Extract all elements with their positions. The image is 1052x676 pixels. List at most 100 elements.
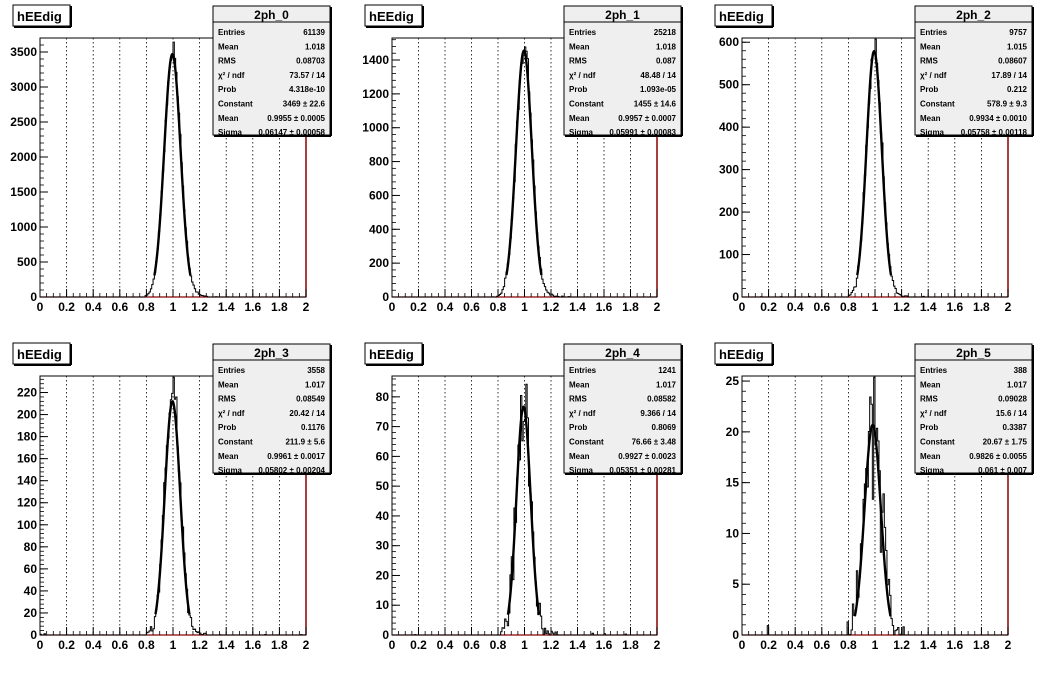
histogram-title: hEEdig (719, 347, 764, 362)
stats-label-sigma: Sigma (218, 128, 243, 137)
y-tick-label: 400 (369, 222, 389, 236)
x-tick-label: 0.4 (787, 638, 804, 652)
histogram-bars (392, 46, 657, 298)
stats-label-rms: RMS (218, 395, 236, 404)
x-tick-label: 1.6 (596, 300, 613, 314)
stats-label-sigma: Sigma (920, 466, 945, 475)
stats-box-frame (563, 343, 682, 474)
x-tick-label: 0.8 (490, 300, 507, 314)
y-tick-label: 180 (17, 430, 37, 444)
y-tick-label: 10 (376, 598, 390, 612)
stats-label-fit_mean: Mean (920, 452, 941, 461)
stats-value-constant: 211.9 ± 5.6 (285, 438, 325, 447)
stats-value-constant: 3469 ± 22.6 (283, 100, 326, 109)
y-tick-label: 100 (17, 518, 37, 532)
stats-label-prob: Prob (218, 85, 236, 94)
stats-label-mean: Mean (920, 380, 941, 389)
x-tick-label: 0.2 (760, 638, 777, 652)
stats-label-chi2: χ² / ndf (218, 409, 245, 418)
stats-box: 2ph_4 Entries 1241 Mean 1.017 RMS 0.08582 χ² / … (563, 343, 683, 475)
stats-label-fit_mean: Mean (920, 114, 941, 123)
x-tick-label: 0.2 (58, 638, 75, 652)
x-tick-label: 2 (1005, 638, 1012, 652)
y-tick-label: 500 (17, 255, 37, 269)
x-tick-label: 0.8 (490, 638, 507, 652)
stats-label-fit_mean: Mean (218, 114, 239, 123)
stats-box: 2ph_0 Entries 61139 Mean 1.018 RMS 0.08703 χ² /… (212, 5, 332, 137)
x-tick-label: 1.2 (543, 300, 560, 314)
x-tick-label: 1.8 (271, 300, 288, 314)
stats-label-sigma: Sigma (920, 128, 945, 137)
y-tick-label: 400 (719, 120, 739, 134)
histogram-title: hEEdig (369, 9, 414, 24)
stats-value-rms: 0.08607 (998, 57, 1027, 66)
stats-label-constant: Constant (569, 100, 604, 109)
stats-value-sigma: 0.061 ± 0.007 (978, 466, 1027, 475)
stats-value-sigma: 0.05991 ± 0.00083 (609, 128, 676, 137)
histogram-panel-2ph_4: 0 0.2 0.4 0.6 0.8 1 1.2 1.4 1.6 1.8 20102030405060… (364, 342, 683, 652)
y-tick-label: 20 (376, 568, 390, 582)
histogram-bars (742, 376, 1008, 636)
histogram-panel-2ph_3: 0 0.2 0.4 0.6 0.8 1 1.2 1.4 1.6 1.8 20204060801001… (12, 342, 332, 652)
y-tick-label: 0 (732, 628, 739, 642)
stats-value-chi2: 9.366 / 14 (640, 409, 676, 418)
stats-value-sigma: 0.05351 ± 0.00281 (609, 466, 676, 475)
stats-value-prob: 4.318e-10 (289, 85, 326, 94)
x-tick-label: 0 (389, 300, 396, 314)
stats-value-fit_mean: 0.9955 ± 0.0005 (267, 114, 325, 123)
stats-value-prob: 0.212 (1007, 85, 1028, 94)
stats-label-rms: RMS (218, 57, 236, 66)
y-tick-label: 0 (382, 290, 389, 304)
stats-value-rms: 0.08703 (296, 57, 325, 66)
stats-label-constant: Constant (920, 438, 955, 447)
y-tick-label: 3000 (10, 80, 37, 94)
stats-label-fit_mean: Mean (569, 452, 590, 461)
stats-value-constant: 578.9 ± 9.3 (987, 100, 1028, 109)
x-tick-label: 1 (170, 638, 177, 652)
x-tick-label: 0.6 (813, 638, 830, 652)
histogram-bars (39, 376, 306, 636)
stats-value-entries: 3558 (307, 366, 325, 375)
stats-value-rms: 0.09028 (998, 395, 1027, 404)
stats-box: 2ph_2 Entries 9757 Mean 1.015 RMS 0.08607 χ² / … (914, 5, 1034, 137)
x-tick-label: 0.6 (111, 638, 128, 652)
stats-label-mean: Mean (569, 42, 590, 51)
x-tick-label: 0.2 (58, 300, 75, 314)
gaussian-fit-curve (506, 405, 541, 615)
x-tick-label: 1.4 (920, 638, 937, 652)
stats-label-chi2: χ² / ndf (920, 409, 947, 418)
stats-value-fit_mean: 0.9961 ± 0.0017 (267, 452, 325, 461)
stats-label-prob: Prob (569, 423, 587, 432)
x-tick-label: 0.6 (111, 300, 128, 314)
x-tick-label: 1.2 (191, 638, 208, 652)
stats-label-rms: RMS (920, 57, 938, 66)
stats-value-mean: 1.018 (656, 42, 677, 51)
stats-name: 2ph_0 (254, 8, 289, 22)
y-tick-label: 1000 (362, 121, 389, 135)
x-tick-label: 1.6 (244, 638, 261, 652)
x-tick-label: 0.8 (840, 300, 857, 314)
stats-value-rms: 0.087 (656, 57, 677, 66)
y-tick-label: 15 (726, 476, 740, 490)
stats-value-mean: 1.017 (1007, 380, 1028, 389)
x-tick-label: 0.4 (437, 300, 454, 314)
x-tick-label: 0 (37, 300, 44, 314)
stats-box: 2ph_5 Entries 388 Mean 1.017 RMS 0.09028 χ² / n… (914, 343, 1034, 475)
stats-value-entries: 388 (1014, 366, 1028, 375)
y-tick-label: 20 (24, 606, 38, 620)
x-tick-label: 0.8 (840, 638, 857, 652)
stats-label-entries: Entries (920, 28, 948, 37)
y-tick-label: 5 (732, 577, 739, 591)
x-tick-label: 1 (170, 300, 177, 314)
x-tick-label: 1.4 (218, 638, 235, 652)
y-tick-label: 800 (369, 155, 389, 169)
stats-label-prob: Prob (920, 85, 938, 94)
histogram-title: hEEdig (719, 9, 764, 24)
x-tick-label: 0.2 (410, 300, 427, 314)
y-tick-label: 1200 (362, 87, 389, 101)
histogram-panel-2ph_1: 0 0.2 0.4 0.6 0.8 1 1.2 1.4 1.6 1.8 2 0 200 400 600 800… (362, 4, 683, 314)
y-tick-label: 200 (369, 256, 389, 270)
stats-label-prob: Prob (218, 423, 236, 432)
stats-value-mean: 1.018 (305, 42, 326, 51)
x-tick-label: 0 (37, 638, 44, 652)
